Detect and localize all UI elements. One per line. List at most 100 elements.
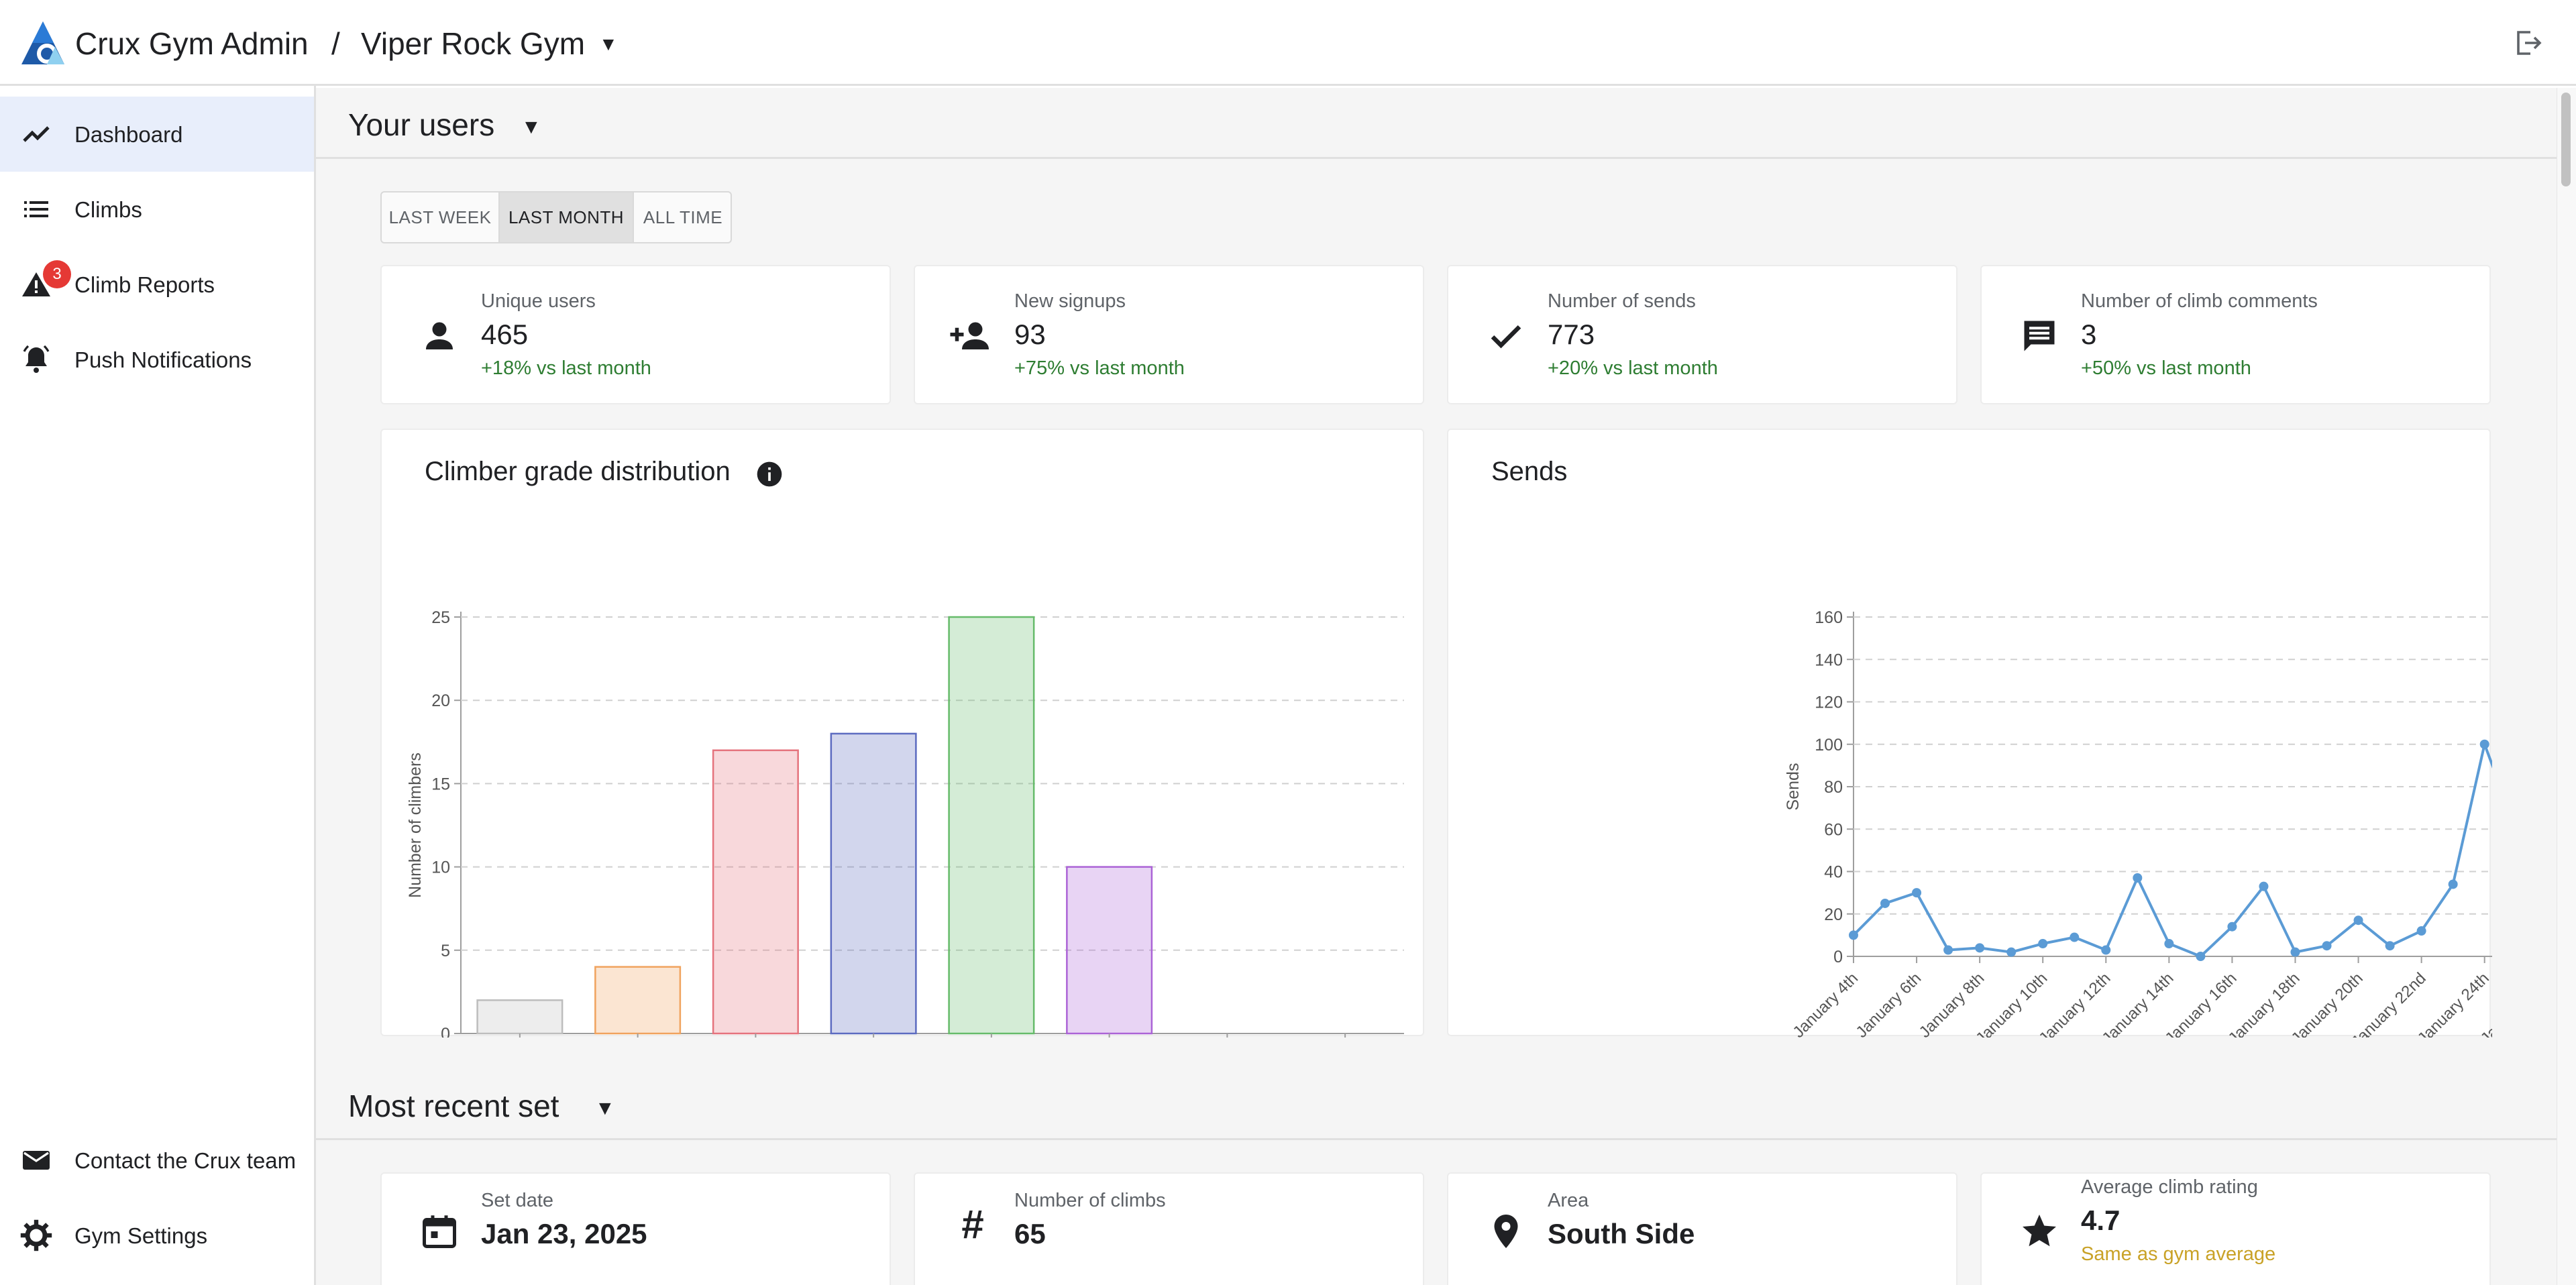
sidebar-item-push-notifications[interactable]: Push Notifications (0, 322, 314, 397)
data-point (1912, 888, 1922, 898)
check-icon (1491, 325, 1521, 349)
x-tick-label: January 4th (1789, 969, 1862, 1038)
y-tick-label: 20 (431, 691, 450, 710)
y-tick-label: 60 (1824, 820, 1843, 839)
grade-distribution-chart: 0510152025WhiteOrangeRedBlueGreenPurpleB… (406, 608, 1404, 1038)
notification-badge: 3 (43, 260, 71, 288)
data-point (2196, 952, 2206, 961)
main-content: Your users ▼ LAST WEEK LAST MONTH ALL TI… (316, 88, 2557, 1285)
range-last-month[interactable]: LAST MONTH (500, 192, 633, 242)
bar-orange (594, 966, 682, 1035)
y-tick-label: 20 (1824, 905, 1843, 924)
data-point (2353, 915, 2363, 926)
y-tick-label: 160 (1815, 608, 1843, 627)
logout-icon[interactable] (2512, 27, 2544, 59)
stat-card-average-rating: Average climb rating 4.7 Same as gym ave… (1980, 1172, 2491, 1285)
y-axis-label: Number of climbers (406, 752, 425, 898)
bar-green (948, 616, 1035, 1035)
bar-white (476, 999, 564, 1035)
sidebar-item-climbs[interactable]: Climbs (0, 172, 314, 247)
section-header-users[interactable]: Your users ▼ (316, 88, 2557, 159)
data-point (2133, 873, 2143, 883)
data-point (2164, 939, 2174, 949)
range-all-time[interactable]: ALL TIME (643, 207, 723, 227)
sidebar-item-label: Push Notifications (74, 347, 252, 372)
stat-card-number-of-sends: Number of sends 773 +20% vs last month (1447, 265, 1957, 404)
y-tick-label: 10 (431, 858, 450, 877)
x-tick-label: January 6th (1853, 969, 1925, 1038)
chevron-down-icon[interactable]: ▼ (521, 116, 541, 138)
stat-change: +50% vs last month (2081, 357, 2251, 379)
y-tick-label: 25 (431, 608, 450, 627)
y-axis-label: Sends (1784, 763, 1803, 811)
stat-label: Unique users (481, 290, 596, 312)
chevron-down-icon[interactable]: ▼ (599, 34, 618, 54)
data-point (2259, 881, 2269, 891)
section-title: Your users (348, 107, 495, 142)
data-point (1880, 898, 1890, 908)
chart-card-grade-distribution: Climber grade distribution 0510152025Whi… (380, 429, 1424, 1038)
hash-icon: # (961, 1202, 984, 1247)
stat-note: Same as gym average (2081, 1243, 2276, 1265)
sidebar-item-label: Climbs (74, 197, 142, 222)
stat-label: Number of climbs (1014, 1190, 1166, 1211)
y-tick-label: 15 (431, 775, 450, 793)
gym-selector[interactable]: Viper Rock Gym (361, 26, 586, 61)
section-header-recent-set[interactable]: Most recent set ▼ (316, 1069, 2557, 1140)
data-point (2322, 941, 2332, 951)
stat-value: 773 (1548, 319, 1595, 350)
chart-card-sends: Sends 0 20 40 60 80 100 120 140 160 January 4th Ja… (1447, 429, 2492, 1038)
scrollbar[interactable] (2557, 88, 2576, 1285)
person-add-icon (950, 322, 989, 349)
list-icon (24, 201, 48, 217)
data-point (1943, 945, 1953, 955)
data-point (2448, 879, 2458, 889)
section-title: Most recent set (348, 1088, 559, 1123)
data-point (2070, 932, 2080, 942)
sends-series-line (1852, 742, 2492, 958)
stat-value: 465 (481, 319, 529, 350)
scrollbar-thumb[interactable] (2561, 93, 2571, 186)
stat-label: Number of climb comments (2081, 290, 2318, 312)
stat-card-unique-users: Unique users 465 +18% vs last month (380, 265, 891, 404)
bar-blue (830, 732, 917, 1035)
sidebar-item-label: Contact the Crux team (74, 1148, 297, 1173)
chart-title: Climber grade distribution (425, 457, 731, 486)
sidebar-item-contact[interactable]: Contact the Crux team (0, 1123, 314, 1198)
data-point (2038, 939, 2048, 949)
x-tick-label: January 8th (1916, 969, 1988, 1038)
breadcrumb-app-name[interactable]: Crux Gym Admin (75, 26, 309, 61)
sidebar-item-dashboard[interactable]: Dashboard (0, 97, 314, 172)
data-point (2416, 926, 2426, 936)
time-range-toggle: LAST WEEK LAST MONTH ALL TIME (380, 191, 732, 243)
y-tick-label: 120 (1815, 693, 1843, 712)
stat-value: 4.7 (2081, 1205, 2121, 1236)
stat-value: Jan 23, 2025 (481, 1218, 647, 1249)
range-last-week[interactable]: LAST WEEK (388, 207, 492, 227)
chevron-down-icon[interactable]: ▼ (595, 1097, 615, 1119)
y-tick-label: 5 (441, 942, 450, 960)
data-point (1849, 930, 1858, 940)
stat-label: Area (1548, 1190, 1589, 1211)
app-header: Crux Gym Admin / Viper Rock Gym ▼ (0, 0, 2576, 86)
star-icon (2023, 1215, 2056, 1247)
stat-card-set-date: Set date Jan 23, 2025 (380, 1172, 891, 1285)
sidebar-item-gym-settings[interactable]: Gym Settings (0, 1198, 314, 1273)
stat-change: +20% vs last month (1548, 357, 1718, 379)
calendar-icon (423, 1215, 456, 1248)
crux-logo[interactable] (20, 20, 66, 66)
y-tick-label: 80 (1824, 778, 1843, 797)
data-point (2385, 941, 2395, 951)
data-point (1975, 943, 1985, 953)
mail-icon (23, 1151, 50, 1170)
stat-card-climb-comments: Number of climb comments 3 +50% vs last … (1980, 265, 2491, 404)
stat-label: Set date (481, 1190, 554, 1211)
info-icon[interactable] (755, 459, 784, 489)
sidebar-item-label: Climb Reports (74, 272, 215, 297)
comment-icon (2024, 321, 2055, 351)
location-pin-icon (1494, 1215, 1518, 1248)
trending-line-icon (23, 126, 50, 142)
sidebar-item-climb-reports[interactable]: 3 Climb Reports (0, 247, 314, 322)
sidebar: Dashboard Climbs 3 Climb Reports Push No… (0, 86, 316, 1285)
stat-card-new-signups: New signups 93 +75% vs last month (914, 265, 1424, 404)
